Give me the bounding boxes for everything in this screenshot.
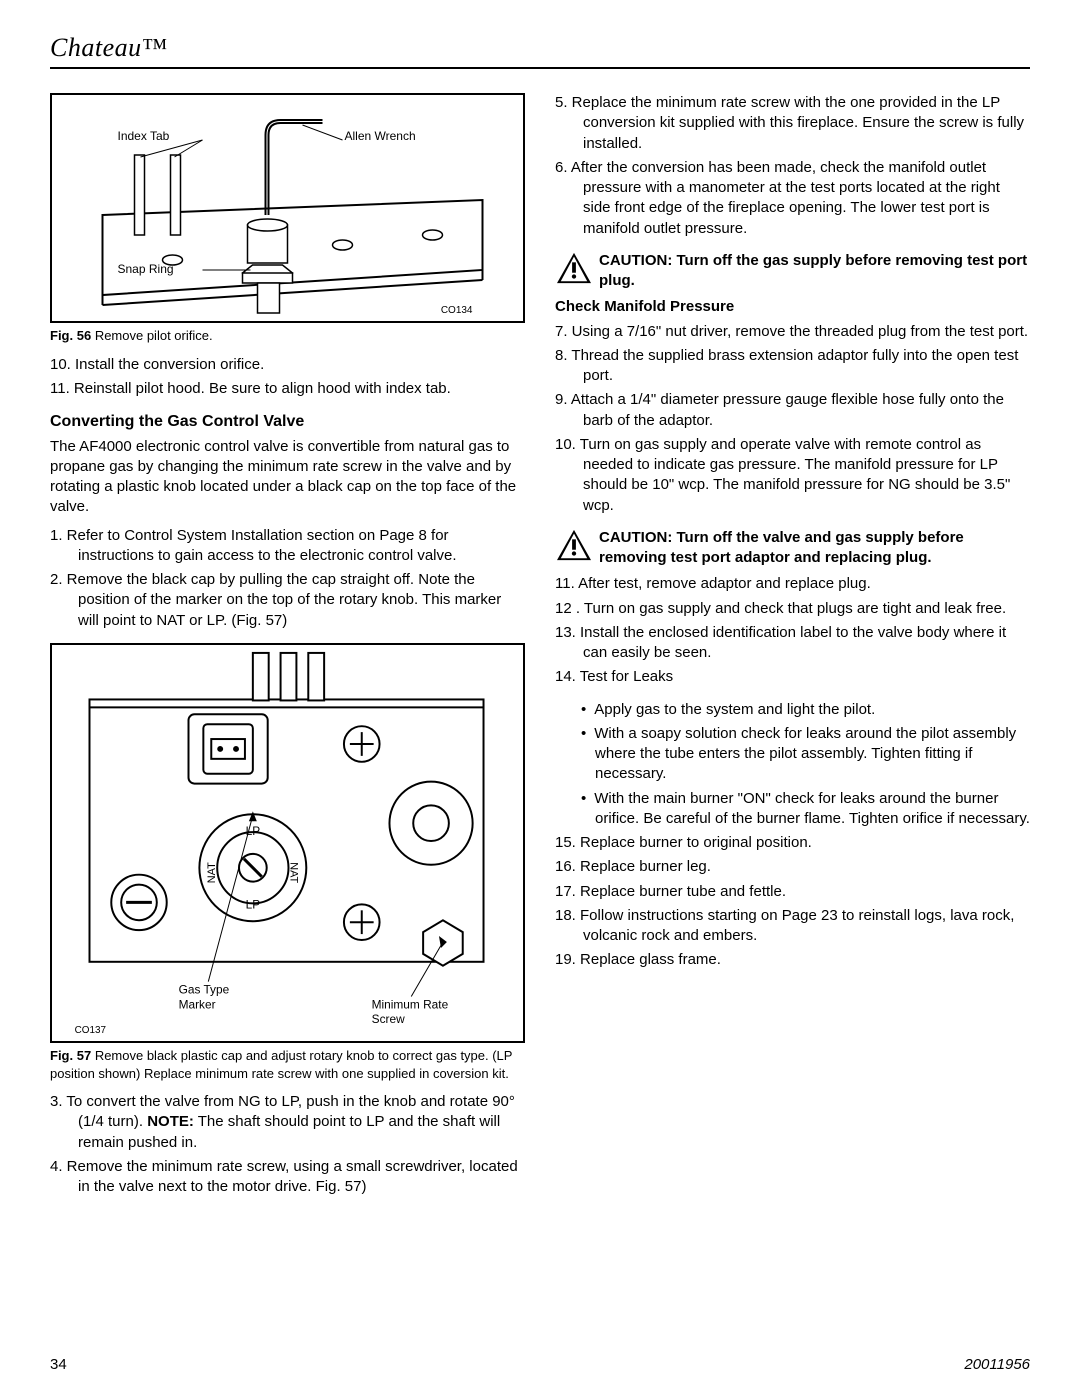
step-1: 1. Refer to Control System Installation … [50,526,525,567]
caution-2: CAUTION: Turn off the valve and gas supp… [555,528,1030,569]
section-heading-convert: Converting the Gas Control Valve [50,411,525,433]
fig57-screw: Screw [372,1012,405,1026]
step-r14: 14. Test for Leaks [555,667,1030,687]
right-list-a: 5. Replace the minimum rate screw with t… [555,93,1030,239]
step-4: 4. Remove the minimum rate screw, using … [50,1157,525,1198]
step-5: 5. Replace the minimum rate screw with t… [555,93,1030,154]
step-r11: 11. After test, remove adaptor and repla… [555,574,1030,594]
fig56-label-allen-wrench: Allen Wrench [345,129,416,143]
fig57-nat-l: NAT [206,862,218,883]
header-rule [50,67,1030,69]
right-column: 5. Replace the minimum rate screw with t… [555,93,1030,1209]
page-header: Chateau™ [50,30,1030,69]
bullet-2: With a soapy solution check for leaks ar… [555,724,1030,785]
doc-number: 20011956 [964,1355,1030,1375]
warning-icon [555,251,593,285]
header-title: Chateau™ [50,30,1030,65]
fig56-caption-text: Remove pilot orifice. [95,328,213,343]
caution-2-text: CAUTION: Turn off the valve and gas supp… [599,528,1030,569]
caution-1: CAUTION: Turn off the gas supply before … [555,251,1030,292]
bullet-1: Apply gas to the system and light the pi… [555,700,1030,720]
figure-56-caption: Fig. 56 Remove pilot orifice. [50,327,525,345]
para-convert: The AF4000 electronic control valve is c… [50,437,525,518]
step-10: 10. Install the conversion orifice. [50,355,525,375]
subheading-manifold: Check Manifold Pressure [555,297,1030,317]
page-number: 34 [50,1355,67,1375]
step-r12: 12 . Turn on gas supply and check that p… [555,599,1030,619]
step-r16: 16. Replace burner leg. [555,857,1030,877]
left-list-a: 10. Install the conversion orifice. 11. … [50,355,525,400]
figure-56-svg: Index Tab Allen Wrench Snap Ring CO134 [52,95,523,321]
step-r18: 18. Follow instructions starting on Page… [555,906,1030,947]
step-r13: 13. Install the enclosed identification … [555,623,1030,664]
step-r17: 17. Replace burner tube and fettle. [555,882,1030,902]
figure-57-caption: Fig. 57 Remove black plastic cap and adj… [50,1047,525,1082]
fig57-code: CO137 [75,1025,106,1036]
right-list-b: 7. Using a 7/16" nut driver, remove the … [555,322,1030,516]
step-6: 6. After the conversion has been made, c… [555,158,1030,239]
figure-57-svg: LP LP NAT NAT Gas Type Marker Minimum Ra… [52,645,523,1041]
fig57-nat-r: NAT [287,862,299,883]
right-list-c: 11. After test, remove adaptor and repla… [555,574,1030,687]
page-footer: 34 20011956 [50,1355,1030,1375]
bullet-3: With the main burner "ON" check for leak… [555,789,1030,830]
left-column: Index Tab Allen Wrench Snap Ring CO134 F… [50,93,525,1209]
fig56-caption-label: Fig. 56 [50,328,91,343]
step-2: 2. Remove the black cap by pulling the c… [50,570,525,631]
fig57-min-rate: Minimum Rate [372,997,449,1011]
step-7: 7. Using a 7/16" nut driver, remove the … [555,322,1030,342]
step-9: 9. Attach a 1/4" diameter pressure gauge… [555,390,1030,431]
fig56-code: CO134 [441,305,473,316]
step-11: 11. Reinstall pilot hood. Be sure to ali… [50,379,525,399]
fig57-marker: Marker [179,997,216,1011]
left-list-b: 1. Refer to Control System Installation … [50,526,525,631]
fig57-gas-type: Gas Type [179,982,230,996]
fig57-caption-text: Remove black plastic cap and adjust rota… [50,1048,512,1081]
step-r15: 15. Replace burner to original position. [555,833,1030,853]
step-3: 3. To convert the valve from NG to LP, p… [50,1092,525,1153]
fig56-label-index-tab: Index Tab [118,129,170,143]
content-columns: Index Tab Allen Wrench Snap Ring CO134 F… [50,93,1030,1209]
step-r10: 10. Turn on gas supply and operate valve… [555,435,1030,516]
fig57-lp-b: LP [246,897,261,911]
right-list-d: 15. Replace burner to original position.… [555,833,1030,971]
leak-bullets: Apply gas to the system and light the pi… [555,700,1030,830]
step-8: 8. Thread the supplied brass extension a… [555,346,1030,387]
left-list-c: 3. To convert the valve from NG to LP, p… [50,1092,525,1197]
fig56-label-snap-ring: Snap Ring [118,262,174,276]
figure-57: LP LP NAT NAT Gas Type Marker Minimum Ra… [50,643,525,1043]
figure-56: Index Tab Allen Wrench Snap Ring CO134 [50,93,525,323]
fig57-caption-label: Fig. 57 [50,1048,91,1063]
step-r19: 19. Replace glass frame. [555,950,1030,970]
warning-icon [555,528,593,562]
caution-1-text: CAUTION: Turn off the gas supply before … [599,251,1030,292]
